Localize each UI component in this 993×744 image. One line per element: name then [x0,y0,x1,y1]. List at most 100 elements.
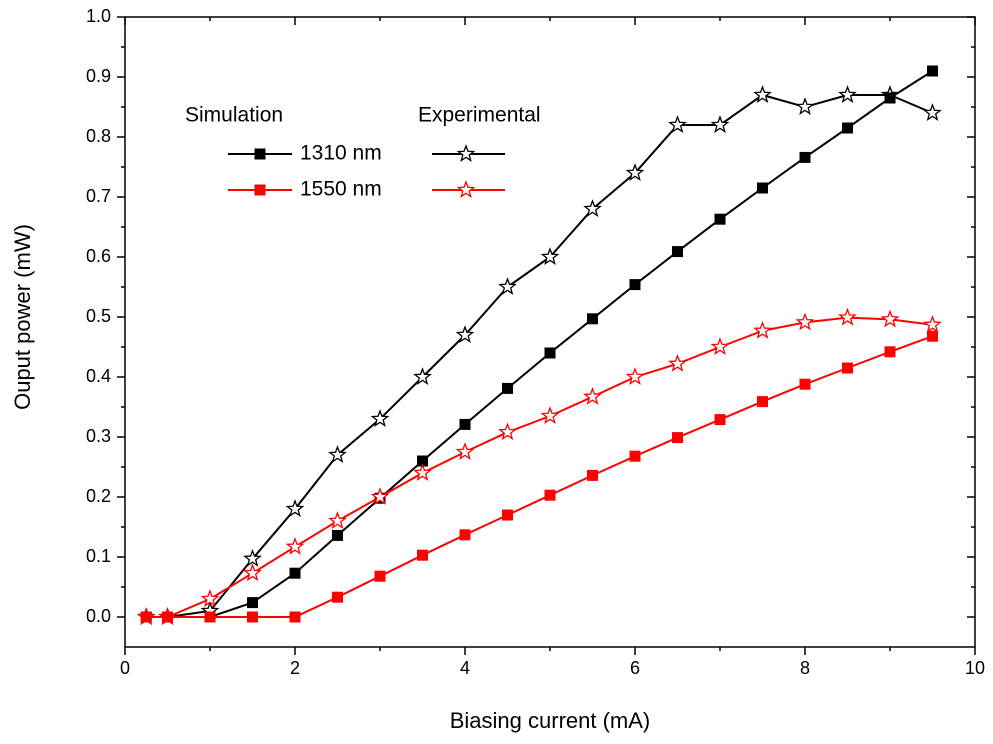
experimental-line [146,93,933,618]
x-tick-label: 2 [290,658,300,678]
experimental-marker [583,199,602,217]
simulation-marker [587,313,598,325]
simulation-marker [332,529,343,541]
x-tick-label: 10 [965,658,985,678]
legend-marker [254,148,266,160]
y-axis-title: Ouput power (mW) [10,224,35,410]
legend-label: 1550 nm [300,178,382,201]
experimental-marker [370,487,390,505]
simulation-marker [884,92,896,104]
simulation-marker [289,567,301,579]
experimental-marker [200,589,220,607]
simulation-marker [799,378,811,390]
simulation-marker [884,346,896,358]
simulation-marker [927,65,938,77]
legend-label: 1310 nm [300,142,382,165]
experimental-marker [838,85,857,103]
simulation-marker [459,418,471,430]
simulation-marker [757,182,768,194]
simulation-marker [502,382,513,394]
simulation-line [146,335,933,618]
y-tick-label: 0.3 [86,426,111,446]
experimental-marker [455,442,475,460]
simulation-marker [544,489,556,501]
y-tick-label: 0.9 [86,66,111,86]
experimental-marker [880,309,900,328]
experimental-marker [243,563,262,582]
experimental-marker [540,406,560,424]
experimental-marker [583,386,602,405]
y-tick-label: 0.8 [86,126,111,146]
x-tick-label: 0 [120,658,130,678]
simulation-marker [204,611,216,623]
simulation-marker [247,597,258,609]
y-tick-label: 0.7 [86,186,111,206]
y-tick-label: 0.5 [86,306,111,326]
simulation-marker [629,279,641,291]
simulation-marker [140,611,152,623]
legend-marker [456,144,476,162]
simulation-marker [672,246,683,258]
simulation-marker [162,611,173,623]
x-tick-label: 4 [460,658,470,678]
legend-header: Simulation [185,104,283,127]
y-tick-label: 1.0 [86,6,111,26]
experimental-marker [625,367,645,385]
experimental-marker [328,445,347,463]
experimental-marker [753,320,772,339]
simulation-marker [587,469,598,481]
experimental-marker [328,511,347,529]
experimental-marker [923,314,942,333]
experimental-marker [243,548,262,567]
simulation-marker [374,570,386,582]
x-tick-label: 8 [800,658,810,678]
y-tick-label: 0.0 [86,606,111,626]
experimental-marker [285,499,305,517]
simulation-marker [544,347,556,359]
simulation-marker [714,213,726,225]
experimental-marker [370,409,390,427]
experimental-marker [795,97,815,115]
simulation-marker [332,591,343,603]
y-tick-label: 0.2 [86,486,111,506]
simulation-marker [757,396,768,408]
x-axis-title: Biasing current (mA) [450,708,651,733]
simulation-marker [714,414,726,426]
experimental-marker [923,103,942,121]
simulation-line [146,70,934,618]
simulation-marker [417,549,428,561]
simulation-marker [672,432,683,444]
simulation-marker [459,529,471,541]
experimental-marker [413,367,432,385]
experimental-marker [455,325,475,343]
experimental-marker [710,337,730,355]
experimental-marker [285,536,305,555]
simulation-marker [629,450,641,462]
legend-marker [456,180,476,198]
x-tick-label: 6 [630,658,640,678]
simulation-marker [842,122,853,134]
experimental-marker [498,422,517,441]
y-tick-label: 0.4 [86,366,111,386]
experimental-marker [625,163,645,181]
legend-header: Experimental [418,104,541,127]
experimental-marker [753,85,772,103]
experimental-marker [668,115,687,133]
experimental-marker [413,463,432,481]
y-tick-label: 0.6 [86,246,111,266]
experimental-marker [795,312,815,331]
simulation-marker [417,455,428,467]
experimental-marker [540,247,560,265]
simulation-marker [502,509,513,521]
experimental-marker [498,277,517,295]
experimental-marker [838,307,857,326]
experimental-marker [710,115,730,133]
experimental-line [146,316,933,618]
y-tick-label: 0.1 [86,546,111,566]
simulation-marker [247,611,258,623]
experimental-marker [668,353,687,372]
simulation-marker [289,611,301,623]
legend-marker [254,184,266,196]
simulation-marker [842,362,853,374]
